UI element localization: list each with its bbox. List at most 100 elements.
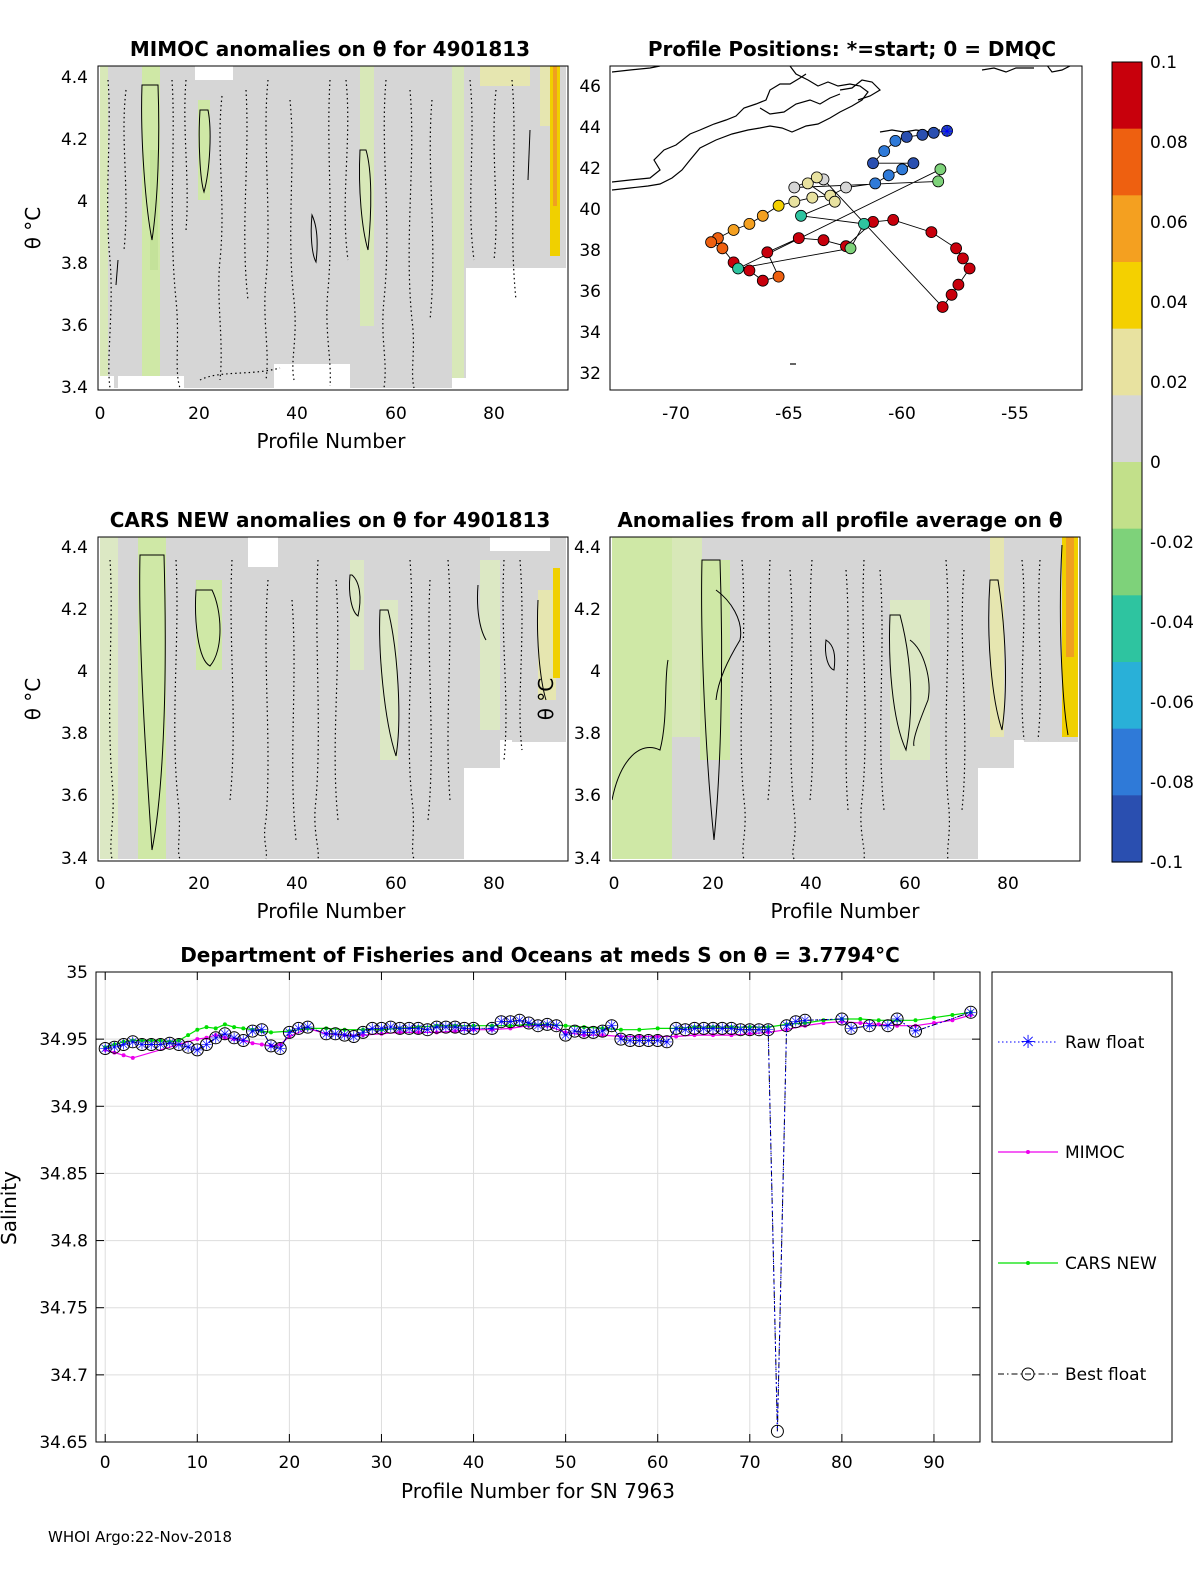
float-position-marker: [795, 209, 807, 222]
raw-float-point: ✳: [99, 1042, 111, 1058]
raw-float-point: ✳: [145, 1038, 157, 1054]
salinity-ylabel: Salinity: [0, 1171, 21, 1245]
raw-float-point: ✳: [320, 1027, 332, 1043]
contour-line: [740, 559, 746, 860]
legend-item-raw-float[interactable]: ✳ Raw float: [998, 1032, 1145, 1053]
float-position-marker: [817, 234, 830, 247]
best-float-point: [586, 1025, 600, 1039]
ytick-label: 34.95: [39, 1030, 88, 1050]
colorbar-block: [1112, 662, 1142, 730]
raw-float-point: ✳: [136, 1038, 148, 1054]
raw-float-point: ✳: [403, 1021, 415, 1037]
xtick-label: 80: [483, 874, 505, 894]
mimoc-point: [416, 1030, 421, 1035]
float-position-marker: [844, 242, 857, 255]
best-float-point: [568, 1024, 582, 1038]
xtick-label: 0: [100, 1453, 111, 1473]
raw-float-point: ✳: [514, 1013, 526, 1029]
average-field: [612, 537, 1078, 860]
best-float-point: [154, 1038, 167, 1051]
xtick-label: 70: [739, 1453, 761, 1473]
cars-point: [618, 1027, 623, 1032]
ytick-label: 3.8: [61, 724, 88, 744]
average-orange-patch: [1066, 537, 1074, 657]
best-float-point: [623, 1034, 637, 1047]
coastline-segment: [981, 67, 1034, 73]
best-float-point: [393, 1021, 407, 1035]
cars-point: [858, 1017, 863, 1021]
legend[interactable]: ✳ Raw float MIMOC CARS NEW Best float: [991, 971, 1173, 1443]
contour-line: [1037, 559, 1041, 741]
float-position-marker: [869, 177, 882, 190]
raw-float-point: ✳: [624, 1034, 636, 1050]
mimoc-point: [324, 1031, 329, 1036]
raw-float-point: ✳: [753, 1023, 765, 1039]
cars-point: [232, 1025, 237, 1030]
cars-point: [121, 1039, 126, 1044]
cars-point: [195, 1027, 200, 1032]
float-position-marker: [950, 242, 962, 255]
average-yticks: 3.4 3.6 3.8 4 4.2 4.4: [574, 538, 601, 869]
best-float-point: [227, 1031, 241, 1045]
float-position-marker: [743, 264, 756, 277]
legend-item-best-float[interactable]: Best float: [998, 1365, 1147, 1385]
mimoc-axes-box: [97, 65, 569, 391]
start-marker-icon: ✳: [940, 122, 953, 141]
colorbar-tick-label: -0.02: [1150, 533, 1194, 553]
best-float-point: [540, 1017, 554, 1031]
cars-xlabel: Profile Number: [257, 899, 407, 923]
raw-float-point: ✳: [633, 1034, 645, 1050]
colorbar-tick-label: -0.04: [1150, 613, 1194, 633]
raw-float-point: ✳: [643, 1034, 655, 1050]
contour-line: [469, 79, 475, 261]
float-position-marker: [732, 262, 744, 275]
raw-float-point: ✳: [376, 1021, 388, 1037]
best-float-point: [264, 1039, 278, 1053]
contour-line: [715, 589, 742, 701]
colorbar-block: [1112, 128, 1142, 196]
cars-point: [241, 1026, 246, 1031]
mimoc-point: [858, 1021, 863, 1025]
mimoc-contours: [115, 84, 531, 286]
mimoc-ylabel: θ °C: [21, 207, 45, 250]
salinity-panel: Department of Fisheries and Oceans at me…: [0, 943, 981, 1503]
raw-float-point: ✳: [661, 1035, 673, 1051]
average-data-patch: [978, 738, 1014, 768]
xtick-label: 20: [188, 404, 210, 424]
xtick-label: 20: [279, 1453, 301, 1473]
mimoc-title: MIMOC anomalies on θ for 4901813: [130, 37, 530, 61]
raw-float-point: ✳: [670, 1021, 682, 1037]
best-float-point: [669, 1021, 683, 1035]
raw-float-point: ✳: [615, 1032, 627, 1048]
cars-point: [600, 1026, 605, 1031]
cars-green-band: [100, 537, 118, 859]
best-float-point: [181, 1040, 195, 1054]
xtick-label: 80: [831, 1453, 853, 1473]
mimoc-point: [397, 1030, 402, 1035]
average-panel: Anomalies from all profile average on θ: [534, 508, 1081, 923]
colorbar-tick-label: 0.08: [1150, 133, 1188, 153]
contour-line: [310, 213, 318, 264]
raw-float-point: ✳: [836, 1012, 848, 1028]
cars-point: [876, 1018, 881, 1023]
xtick-label: 60: [647, 1453, 669, 1473]
contour-line: [115, 259, 119, 286]
contour-line: [945, 559, 951, 860]
xtick-label: 40: [286, 874, 308, 894]
cars-point: [204, 1025, 209, 1030]
salinity-axes-box: [95, 971, 981, 1443]
mimoc-no-data: [100, 376, 114, 388]
positions-axes-box: [609, 65, 1083, 391]
best-float-point: [218, 1027, 232, 1041]
cars-point: [803, 1021, 807, 1025]
mimoc-point: [453, 1029, 458, 1034]
best-float-point: [770, 1424, 784, 1438]
best-float-point: [531, 1019, 545, 1033]
float-position-marker: [941, 124, 953, 137]
best-float-point: [715, 1021, 729, 1035]
legend-item-cars-new[interactable]: CARS NEW: [998, 1254, 1157, 1274]
xtick-label: 50: [555, 1453, 577, 1473]
raw-float-point: ✳: [652, 1034, 664, 1050]
legend-item-mimoc[interactable]: MIMOC: [998, 1143, 1125, 1163]
contour-line: [519, 559, 523, 751]
